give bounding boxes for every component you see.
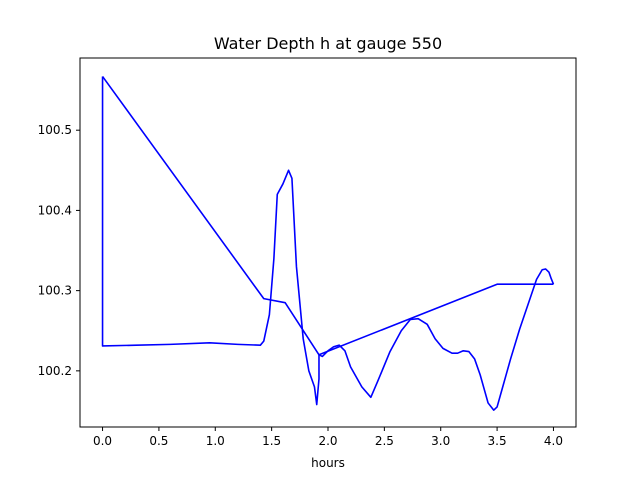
x-tick-label: 0.5	[149, 434, 168, 448]
x-tick-label: 3.0	[431, 434, 450, 448]
x-tick-label: 2.5	[375, 434, 394, 448]
chart-title: Water Depth h at gauge 550	[214, 34, 442, 53]
x-tick-label: 1.5	[262, 434, 281, 448]
plot-frame	[79, 57, 577, 428]
plot-area	[101, 75, 555, 411]
y-tick-label: 100.3	[38, 284, 72, 298]
y-tick-label: 100.5	[38, 123, 72, 137]
x-tick-label: 4.0	[544, 434, 563, 448]
x-tick-label: 3.5	[488, 434, 507, 448]
series-line-1	[101, 76, 555, 411]
y-tick-label: 100.4	[38, 203, 72, 217]
series-line-2	[101, 75, 554, 356]
x-axis: 0.0 0.5 1.0 1.5 2.0 2.5 3.0 3.5 4.0	[93, 427, 563, 448]
y-axis: 100.2 100.3 100.4 100.5	[38, 123, 80, 378]
x-tick-label: 0.0	[93, 434, 112, 448]
y-tick-label: 100.2	[38, 364, 72, 378]
x-tick-label: 2.0	[318, 434, 337, 448]
x-axis-label: hours	[311, 456, 345, 470]
x-tick-label: 1.0	[206, 434, 225, 448]
